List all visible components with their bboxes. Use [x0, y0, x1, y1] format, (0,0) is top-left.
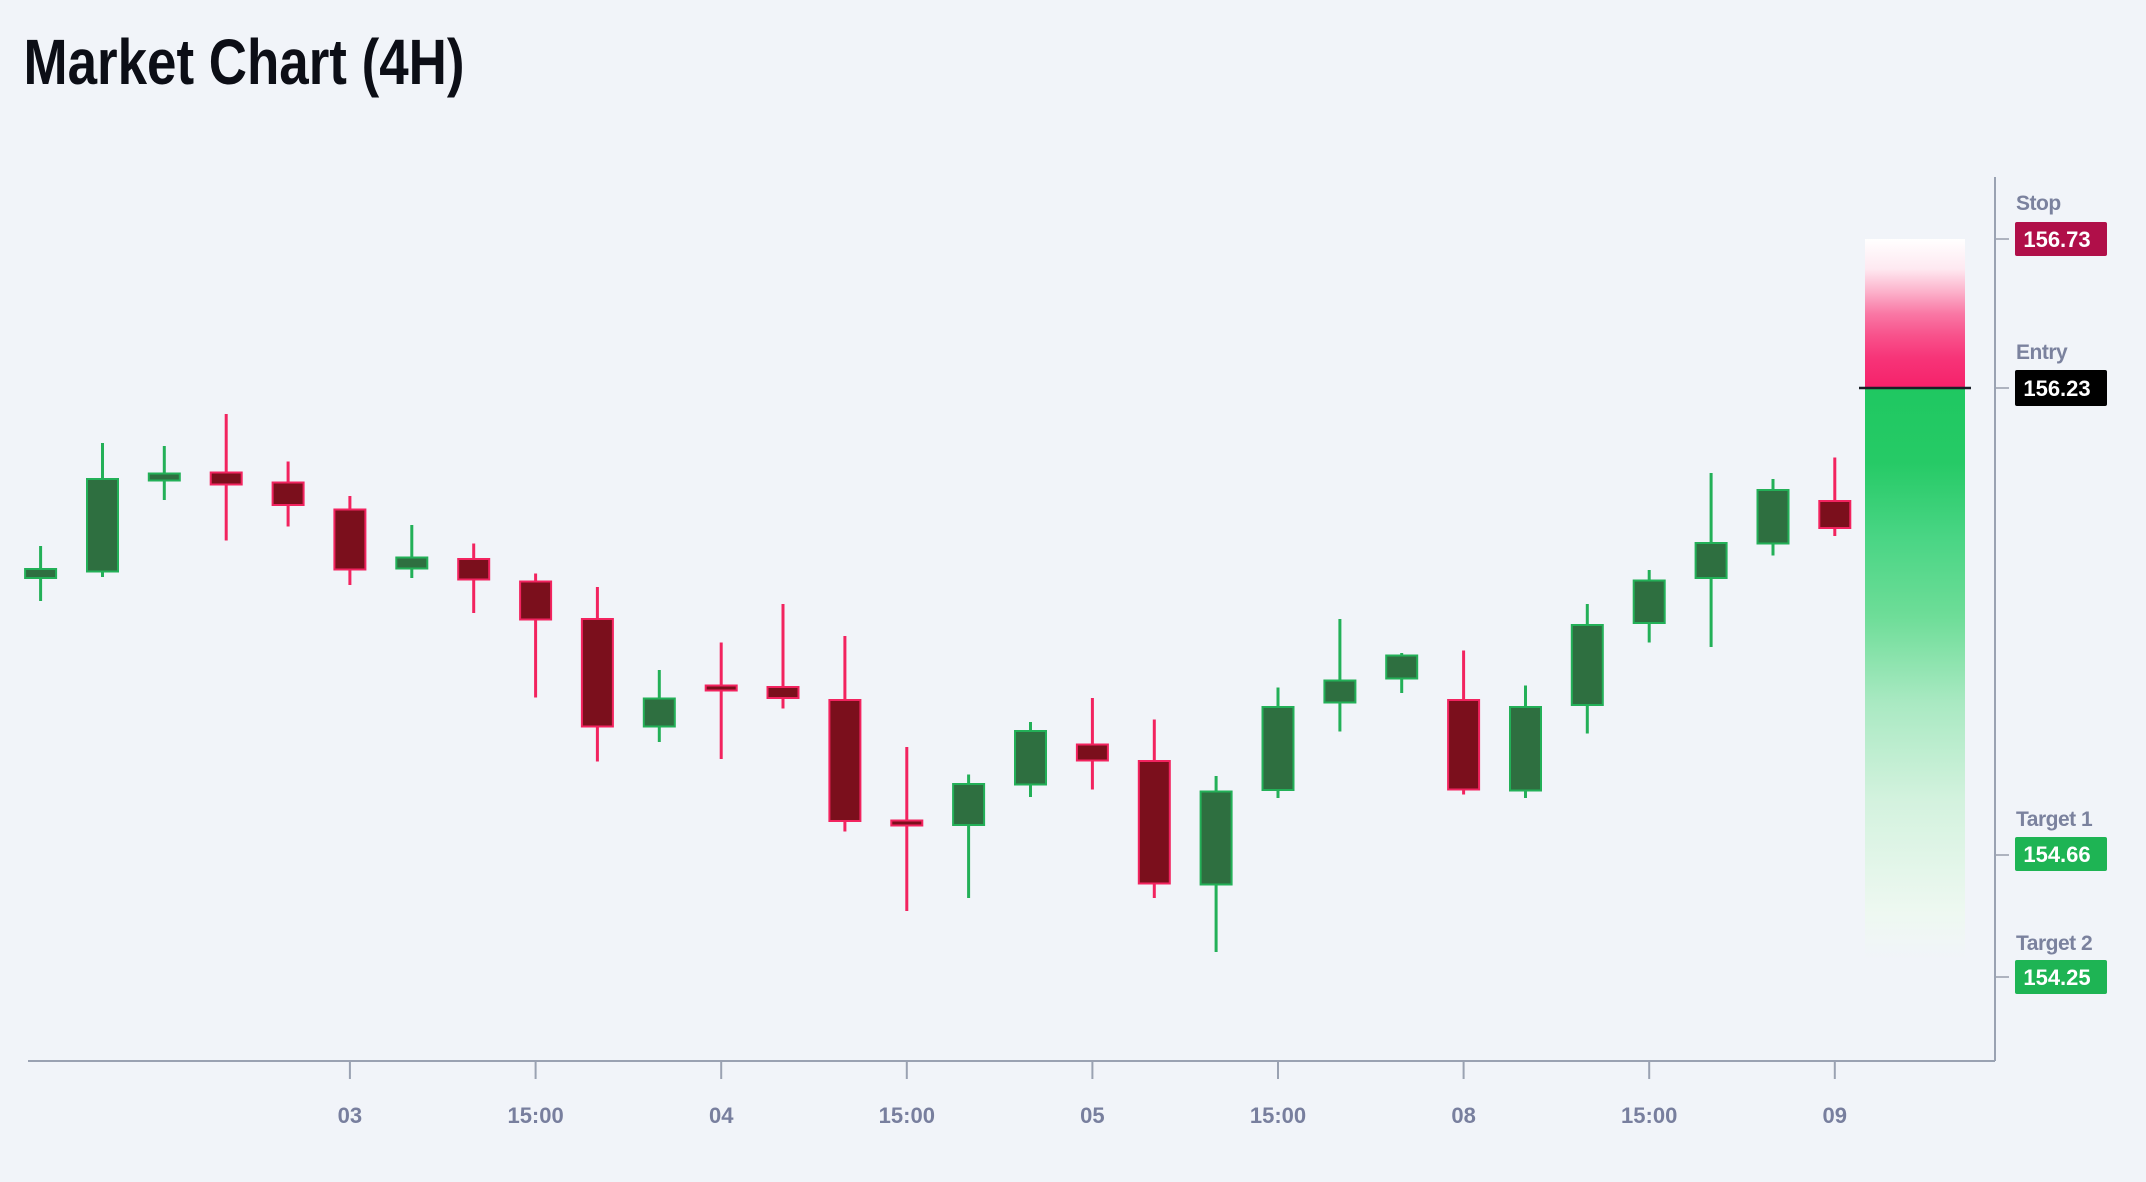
- svg-text:156.73: 156.73: [2023, 227, 2090, 252]
- svg-text:Stop: Stop: [2016, 192, 2061, 215]
- svg-text:15:00: 15:00: [507, 1103, 563, 1128]
- svg-text:09: 09: [1823, 1103, 1847, 1128]
- svg-text:15:00: 15:00: [1621, 1103, 1677, 1128]
- svg-text:Target 2: Target 2: [2016, 932, 2092, 955]
- svg-text:154.66: 154.66: [2023, 842, 2090, 867]
- svg-text:04: 04: [709, 1103, 734, 1128]
- svg-text:Entry: Entry: [2016, 341, 2068, 364]
- svg-text:15:00: 15:00: [879, 1103, 935, 1128]
- svg-text:03: 03: [338, 1103, 362, 1128]
- svg-text:Target 1: Target 1: [2016, 808, 2093, 831]
- svg-text:15:00: 15:00: [1250, 1103, 1306, 1128]
- svg-text:156.23: 156.23: [2023, 376, 2090, 401]
- svg-text:08: 08: [1451, 1103, 1475, 1128]
- svg-text:Market Chart (4H): Market Chart (4H): [24, 26, 465, 98]
- svg-text:154.25: 154.25: [2023, 965, 2090, 990]
- svg-text:05: 05: [1080, 1103, 1104, 1128]
